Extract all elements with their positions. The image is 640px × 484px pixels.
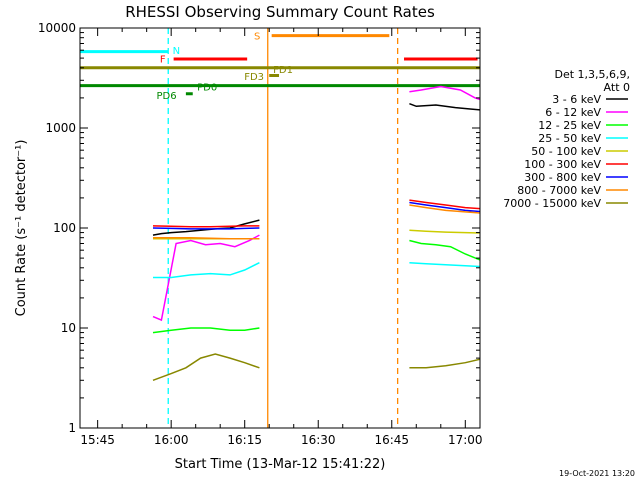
legend-label-100-300-kev: 100 - 300 keV bbox=[524, 158, 601, 171]
annotation-n: N bbox=[173, 46, 180, 57]
x-axis: 15:45 16:00 16:15 16:30 16:45 17:00 bbox=[80, 28, 483, 447]
series-50-100-kev-segment-2 bbox=[409, 229, 480, 234]
y-tick-label: 10000 bbox=[38, 21, 76, 35]
legend-label-7000-15000-kev: 7000 - 15000 keV bbox=[503, 197, 601, 210]
legend-label-800-7000-kev: 800 - 7000 keV bbox=[517, 184, 601, 197]
x-tick-label: 17:00 bbox=[448, 433, 483, 447]
x-tick-label: 16:30 bbox=[301, 433, 336, 447]
plot-content: NF S FD1 FD3 PD0 PD6 bbox=[80, 28, 480, 428]
x-tick-label: 16:15 bbox=[227, 433, 262, 447]
y-tick-label: 1000 bbox=[45, 121, 76, 135]
series-800-7000-kev-segment-2 bbox=[409, 204, 480, 214]
y-axis: 1 10 100 1000 10000 bbox=[38, 21, 480, 435]
annotation-f: F bbox=[160, 55, 166, 66]
legend-label-50-100-kev: 50 - 100 keV bbox=[531, 145, 601, 158]
series-25-50-kev bbox=[153, 261, 480, 279]
y-tick-label: 100 bbox=[53, 221, 76, 235]
series-25-50-kev-segment-1 bbox=[153, 262, 260, 279]
annotation-fd1: FD1 bbox=[273, 65, 293, 76]
annotation-fd3: FD3 bbox=[244, 72, 264, 83]
legend-header-line: Att 0 bbox=[604, 81, 630, 94]
x-tick-label: 15:45 bbox=[80, 433, 115, 447]
series-12-25-kev-segment-1 bbox=[152, 327, 260, 334]
x-tick-label: 16:00 bbox=[154, 433, 189, 447]
legend-label-6-12-kev: 6 - 12 keV bbox=[545, 106, 601, 119]
y-tick-label: 10 bbox=[61, 321, 76, 335]
series-7000-15000-kev-segment-1 bbox=[152, 353, 260, 382]
series-6-12-kev-segment-2 bbox=[409, 85, 480, 101]
series-100-300-kev bbox=[152, 199, 480, 228]
series-300-800-kev-segment-1 bbox=[152, 227, 260, 230]
annotation-pd0: PD0 bbox=[197, 83, 217, 94]
chart-title: RHESSI Observing Summary Count Rates bbox=[125, 3, 435, 21]
series-25-50-kev-segment-2 bbox=[409, 261, 480, 268]
legend-label-300-800-kev: 300 - 800 keV bbox=[524, 171, 601, 184]
legend-label-3-6-kev: 3 - 6 keV bbox=[552, 93, 601, 106]
legend-header-line: Det 1,3,5,6,9, bbox=[554, 68, 630, 81]
series-3-6-kev-segment-1 bbox=[152, 219, 260, 236]
series-7000-15000-kev bbox=[152, 353, 480, 382]
series-3-6-kev bbox=[152, 102, 480, 236]
series-300-800-kev bbox=[152, 201, 480, 230]
x-tick-label: 16:45 bbox=[374, 433, 409, 447]
series-100-300-kev-segment-1 bbox=[152, 225, 260, 228]
series-100-300-kev-segment-2 bbox=[409, 199, 480, 210]
legend-label-25-50-kev: 25 - 50 keV bbox=[538, 132, 601, 145]
annotation-s: S bbox=[254, 32, 260, 43]
plot-area: NF S FD1 FD3 PD0 PD6 15:45 16:00 16:15 16:30 16:45… bbox=[38, 21, 483, 447]
annotation-pd6: PD6 bbox=[156, 91, 176, 102]
footer-timestamp: 19-Oct-2021 13:20 bbox=[559, 469, 635, 478]
series-7000-15000-kev-segment-2 bbox=[409, 358, 480, 369]
series-300-800-kev-segment-2 bbox=[409, 201, 480, 213]
x-axis-label: Start Time (13-Mar-12 15:41:22) bbox=[175, 457, 386, 472]
series-12-25-kev bbox=[152, 239, 480, 334]
series-6-12-kev-segment-1 bbox=[152, 234, 260, 322]
legend-label-12-25-kev: 12 - 25 keV bbox=[538, 119, 601, 132]
series-6-12-kev bbox=[152, 85, 480, 322]
series-800-7000-kev bbox=[153, 204, 480, 240]
y-axis-label: Count Rate (s⁻¹ detector⁻¹) bbox=[14, 140, 29, 317]
series-800-7000-kev-segment-1 bbox=[153, 236, 260, 240]
series-12-25-kev-segment-2 bbox=[409, 239, 480, 261]
y-tick-label: 1 bbox=[68, 421, 76, 435]
series-3-6-kev-segment-2 bbox=[409, 102, 480, 111]
